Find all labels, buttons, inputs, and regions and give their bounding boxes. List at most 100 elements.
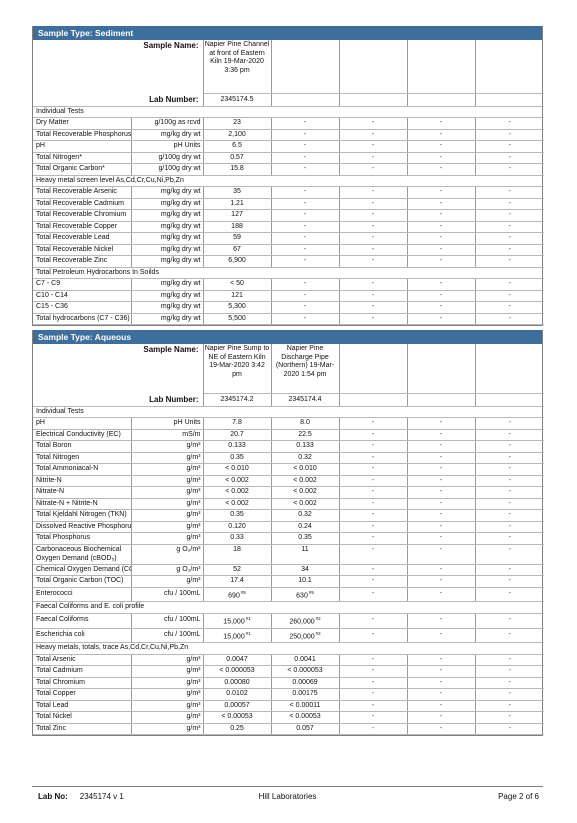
empty-result-dash: - bbox=[271, 244, 340, 256]
empty-result-dash: - bbox=[271, 313, 340, 325]
empty-result-dash: - bbox=[475, 117, 545, 130]
analyte-unit: mS/m bbox=[131, 429, 204, 441]
result-row: pH pH Units 7.8 8.0- - - bbox=[33, 417, 545, 430]
result-value: < 0.002 bbox=[203, 486, 272, 499]
result-row: Total Organic Carbon* g/100g dry wt 15.8- -… bbox=[33, 163, 545, 176]
result-value-text: 35 bbox=[233, 188, 241, 195]
empty-result-dash: - bbox=[475, 544, 545, 565]
result-value: 690#5 bbox=[203, 587, 272, 603]
result-row: Total Nickel g/m³ < 0.00053 < 0.00053- - - bbox=[33, 711, 545, 724]
result-value-text: 0.0102 bbox=[226, 690, 248, 698]
analyte-unit: g/m³ bbox=[131, 688, 204, 701]
empty-result-dash: - bbox=[339, 417, 408, 430]
empty-result-dash: - bbox=[475, 278, 545, 291]
result-value: 0.33 bbox=[203, 532, 272, 545]
analyte-unit: g/m³ bbox=[131, 723, 204, 736]
analyte-unit: g O₂/m³ bbox=[131, 564, 204, 576]
result-row: Total Recoverable Cadmium mg/kg dry wt 1.2… bbox=[33, 198, 545, 210]
empty-result-dash: - bbox=[407, 198, 476, 210]
analyte-name: Total Lead bbox=[33, 700, 132, 713]
empty-sample-cell bbox=[271, 40, 340, 94]
empty-result-dash: - bbox=[475, 186, 545, 199]
result-row: Total Recoverable Copper mg/kg dry wt 188 -… bbox=[33, 221, 545, 233]
result-value-text: 20.7 bbox=[230, 430, 244, 438]
result-value: 0.0047 bbox=[203, 654, 272, 667]
result-value-text: 5,500 bbox=[228, 314, 246, 322]
empty-result-dash: - bbox=[339, 440, 408, 453]
analyte-name: Total hydrocarbons (C7 - C36) bbox=[33, 313, 132, 325]
lab-number-label: Lab Number: bbox=[33, 93, 204, 107]
analyte-name: Total Nitrogen bbox=[33, 452, 132, 464]
result-value-text: 0.00175 bbox=[292, 690, 318, 698]
empty-result-dash: - bbox=[271, 301, 340, 314]
group-title-row: Total Petroleum Hydrocarbons In Soilds bbox=[33, 267, 545, 279]
sample-name-cell: Napier Pine Discharge Pipe (Northern) 19… bbox=[271, 344, 340, 394]
empty-lab-number-cell bbox=[271, 93, 340, 107]
analyte-name: Total Organic Carbon (TOC) bbox=[33, 575, 132, 588]
lab-number-row: Lab Number: 2345174.5 bbox=[33, 93, 545, 107]
result-value-text: 250,000 bbox=[289, 632, 315, 640]
result-value-text: < 0.002 bbox=[225, 499, 249, 507]
empty-result-dash: - bbox=[339, 313, 408, 325]
result-row: Faecal Coliforms cfu / 100mL 15,000#1 260,0… bbox=[33, 613, 545, 629]
result-value: 0.57 bbox=[203, 152, 272, 164]
result-row: Total Boron g/m³ 0.133 0.133- - - bbox=[33, 440, 545, 453]
analyte-name: pH bbox=[33, 417, 132, 430]
empty-result-dash: - bbox=[475, 575, 545, 588]
sample-name-row: Sample Name: Napier Pine Channel at front… bbox=[33, 40, 545, 94]
result-row: Total Kjeldahl Nitrogen (TKN) g/m³ 0.35 0.3… bbox=[33, 509, 545, 522]
result-row: Total Cadmium g/m³ < 0.000053 < 0.000053- - - bbox=[33, 665, 545, 678]
analyte-name: Faecal Coliforms bbox=[33, 613, 132, 629]
empty-result-dash: - bbox=[271, 255, 340, 268]
result-note: #1 bbox=[245, 630, 251, 636]
result-value: < 0.002 bbox=[271, 486, 340, 499]
analyte-unit: mg/kg dry wt bbox=[131, 129, 204, 141]
result-value-text: 5,300 bbox=[228, 303, 246, 310]
result-row: Total Zinc g/m³ 0.25 0.057- - - bbox=[33, 723, 545, 736]
empty-result-dash: - bbox=[407, 532, 476, 545]
result-row: Nitrate-N + Nitrite-N g/m³ < 0.002 < 0.002 -… bbox=[33, 498, 545, 510]
result-row: Total Recoverable Phosphorus mg/kg dry wt… bbox=[33, 129, 545, 141]
analyte-name: Dry Matter bbox=[33, 117, 132, 130]
result-row: Total Nitrogen g/m³ 0.35 0.32- - - bbox=[33, 452, 545, 464]
result-value: 23 bbox=[203, 117, 272, 130]
analyte-unit: cfu / 100mL bbox=[131, 587, 204, 603]
empty-result-dash: - bbox=[339, 677, 408, 690]
result-value: 11 bbox=[271, 544, 340, 565]
result-value-text: < 0.010 bbox=[293, 465, 317, 472]
analyte-name: C15 - C36 bbox=[33, 301, 132, 314]
result-value-text: 0.32 bbox=[298, 511, 312, 518]
result-value: 8.0 bbox=[271, 417, 340, 430]
empty-result-dash: - bbox=[475, 711, 545, 724]
result-value: 0.35 bbox=[203, 509, 272, 522]
empty-result-dash: - bbox=[339, 575, 408, 588]
empty-result-dash: - bbox=[475, 486, 545, 499]
result-note: #5 bbox=[240, 589, 246, 595]
empty-result-dash: - bbox=[407, 290, 476, 302]
empty-sample-cell bbox=[475, 40, 545, 94]
empty-result-dash: - bbox=[339, 700, 408, 713]
result-value-text: 121 bbox=[231, 291, 243, 299]
empty-result-dash: - bbox=[339, 688, 408, 701]
empty-result-dash: - bbox=[407, 129, 476, 141]
empty-result-dash: - bbox=[475, 244, 545, 256]
result-value: 0.0102 bbox=[203, 688, 272, 701]
empty-result-dash: - bbox=[475, 290, 545, 302]
aqueous-results-table: Sample Name: Napier Pine Sump to NE of Ea… bbox=[33, 344, 545, 736]
result-value-text: 18 bbox=[233, 545, 241, 553]
analyte-unit: mg/kg dry wt bbox=[131, 244, 204, 256]
group-title-row: Faecal Coliforms and E. coli profile bbox=[33, 601, 545, 614]
result-value-text: 260,000 bbox=[289, 618, 315, 626]
group-title-row: Individual Tests bbox=[33, 106, 545, 118]
result-value: 0.25 bbox=[203, 723, 272, 736]
result-value: < 0.000053 bbox=[203, 665, 272, 678]
result-value-text: 188 bbox=[231, 222, 243, 230]
result-row: pH pH Units 6.5- - - - bbox=[33, 140, 545, 153]
report-page: Sample Type: Sediment Sample Name: Napier… bbox=[32, 26, 545, 740]
result-row: Chemical Oxygen Demand (COD)g O₂/m³ 52 34 -… bbox=[33, 564, 545, 576]
empty-lab-number-cell bbox=[407, 93, 476, 107]
empty-result-dash: - bbox=[339, 278, 408, 291]
result-row: Total Recoverable Chromium mg/kg dry wt 12… bbox=[33, 209, 545, 222]
result-value-text: 15.8 bbox=[230, 165, 244, 172]
result-value-text: 11 bbox=[301, 545, 309, 553]
